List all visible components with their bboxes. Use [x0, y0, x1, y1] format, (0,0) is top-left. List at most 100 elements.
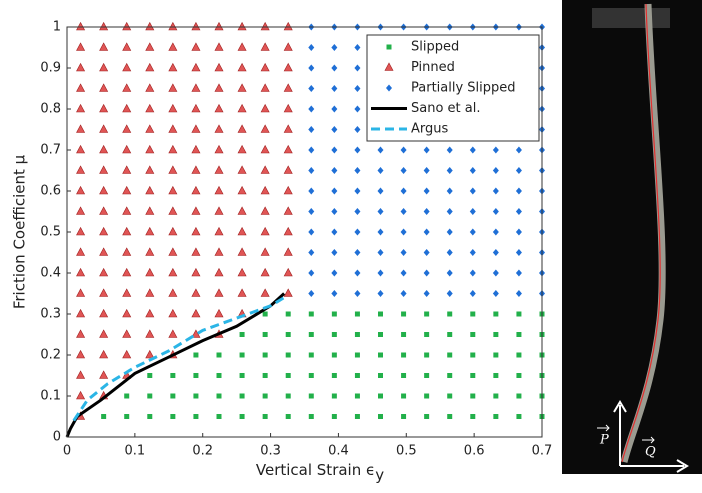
- point: [214, 165, 224, 174]
- point: [354, 167, 361, 174]
- point: [492, 167, 499, 174]
- point: [493, 373, 499, 378]
- point: [99, 42, 109, 51]
- point: [308, 228, 315, 236]
- point: [122, 124, 132, 133]
- point: [76, 144, 86, 154]
- point: [493, 311, 499, 317]
- point: [492, 290, 499, 297]
- legend-box: [366, 34, 540, 142]
- y-tick-label: 0.9: [40, 61, 61, 76]
- point: [237, 21, 247, 31]
- point: [216, 373, 222, 378]
- point: [331, 105, 338, 113]
- point: [283, 247, 293, 256]
- annotation: Q: [645, 445, 656, 460]
- point: [470, 332, 476, 337]
- point: [145, 308, 155, 318]
- point: [76, 83, 86, 92]
- point: [423, 187, 430, 195]
- point: [99, 267, 109, 277]
- point: [214, 42, 224, 51]
- legend-marker: [386, 44, 392, 50]
- point: [99, 247, 109, 256]
- point: [283, 62, 293, 72]
- point: [515, 208, 522, 215]
- point: [145, 165, 155, 174]
- point: [214, 83, 224, 92]
- point: [122, 185, 132, 195]
- y-tick-label: 0: [53, 430, 61, 445]
- point: [237, 62, 247, 72]
- point: [493, 414, 499, 419]
- point: [101, 414, 107, 419]
- point: [354, 64, 361, 72]
- point: [285, 393, 291, 399]
- legend-label: Partially Slipped: [411, 81, 516, 96]
- point: [469, 269, 476, 277]
- point: [168, 226, 178, 236]
- point: [377, 187, 384, 195]
- point: [76, 124, 86, 133]
- point: [446, 269, 453, 277]
- point: [308, 249, 315, 256]
- point: [285, 373, 291, 378]
- axes-frame: [66, 26, 543, 438]
- line: [72, 296, 285, 422]
- point: [145, 144, 155, 154]
- point: [191, 308, 201, 318]
- point: [145, 62, 155, 72]
- point: [283, 226, 293, 236]
- point: [237, 42, 247, 51]
- point: [214, 226, 224, 236]
- point: [283, 21, 293, 31]
- point: [331, 85, 338, 92]
- point: [237, 288, 247, 297]
- legend-label: Argus: [411, 122, 449, 137]
- point: [515, 228, 522, 236]
- point: [400, 187, 407, 195]
- x-tick-label: 0.2: [192, 444, 213, 459]
- point: [331, 187, 338, 195]
- point: [308, 393, 314, 399]
- point: [262, 373, 268, 378]
- point: [122, 247, 132, 256]
- point: [354, 393, 360, 399]
- point: [191, 62, 201, 72]
- x-axis-label: Vertical Strain ϵy: [256, 461, 384, 484]
- point: [354, 352, 360, 358]
- point: [145, 247, 155, 256]
- point: [260, 83, 270, 92]
- point: [492, 146, 499, 154]
- point: [308, 64, 315, 72]
- point: [260, 144, 270, 154]
- clamp: [592, 8, 670, 28]
- point: [145, 21, 155, 31]
- point: [401, 373, 407, 378]
- point: [191, 42, 201, 51]
- point: [354, 187, 361, 195]
- point: [260, 62, 270, 72]
- point: [122, 21, 132, 31]
- point: [99, 288, 109, 297]
- point: [191, 226, 201, 236]
- point: [237, 247, 247, 256]
- point: [377, 146, 384, 154]
- point: [122, 206, 132, 215]
- point: [283, 124, 293, 133]
- point: [99, 370, 109, 379]
- beam: [620, 3, 666, 463]
- point: [401, 332, 407, 337]
- point: [446, 249, 453, 256]
- point: [168, 329, 178, 338]
- point: [377, 167, 384, 174]
- point: [283, 267, 293, 277]
- point: [331, 269, 338, 277]
- point: [76, 288, 86, 297]
- y-tick-label: 0.5: [40, 225, 61, 240]
- point: [423, 249, 430, 256]
- point: [331, 208, 338, 215]
- point: [447, 332, 453, 337]
- y-tick-label: 0.1: [40, 389, 61, 404]
- point: [193, 393, 199, 399]
